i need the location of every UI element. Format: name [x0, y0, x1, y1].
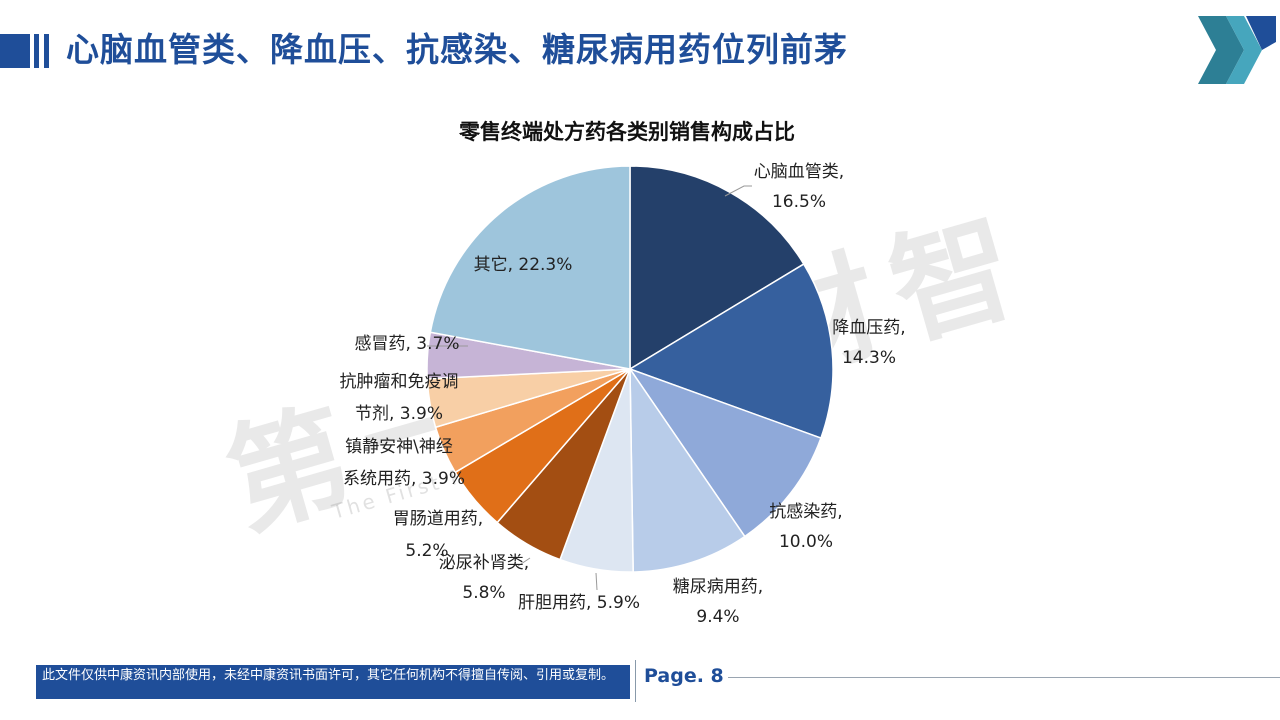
company-logo: [1198, 16, 1276, 84]
pie-slice: [629, 165, 805, 371]
data-label: 糖尿病用药,: [673, 577, 763, 597]
leader-line: [595, 572, 598, 591]
pie-slice: [628, 263, 834, 440]
pie-slice: [629, 366, 746, 573]
data-label: 16.5%: [772, 192, 826, 212]
data-label: 14.3%: [842, 348, 896, 368]
page-number: Page. 8: [644, 665, 724, 687]
data-label: 肝胆用药, 5.9%: [518, 593, 640, 613]
data-label: 镇静安神\神经: [345, 437, 453, 457]
pie-slice: [429, 165, 631, 370]
leader-line: [517, 557, 531, 567]
data-label: 感冒药, 3.7%: [355, 334, 460, 354]
data-label: 系统用药, 3.9%: [343, 469, 465, 489]
data-label: 胃肠道用药,: [393, 509, 483, 529]
data-label: 泌尿补肾类,: [439, 553, 529, 573]
data-label: 降血压药,: [832, 318, 905, 338]
data-label: 抗感染药,: [769, 502, 842, 522]
chart-title: 零售终端处方药各类别销售构成占比: [459, 120, 795, 144]
data-label: 10.0%: [779, 532, 833, 552]
leader-line: [724, 185, 752, 197]
data-label: 节剂, 3.9%: [355, 404, 443, 424]
data-label: 心脑血管类,: [754, 162, 844, 182]
data-label: 9.4%: [696, 607, 739, 627]
footer-divider: [635, 660, 636, 702]
footer-rule: [728, 677, 1280, 678]
page-title: 心脑血管类、降血压、抗感染、糖尿病用药位列前茅: [66, 30, 848, 69]
data-label: 5.2%: [405, 541, 448, 561]
pie-slice: [628, 367, 822, 538]
data-label: 其它, 22.3%: [474, 255, 573, 275]
footer-notice: 此文件仅供中康资讯内部使用，未经中康资讯书面许可，其它任何机构不得擅自传阅、引用…: [36, 665, 630, 699]
data-label: 5.8%: [462, 583, 505, 603]
data-label: 抗肿瘤和免疫调: [340, 372, 459, 392]
